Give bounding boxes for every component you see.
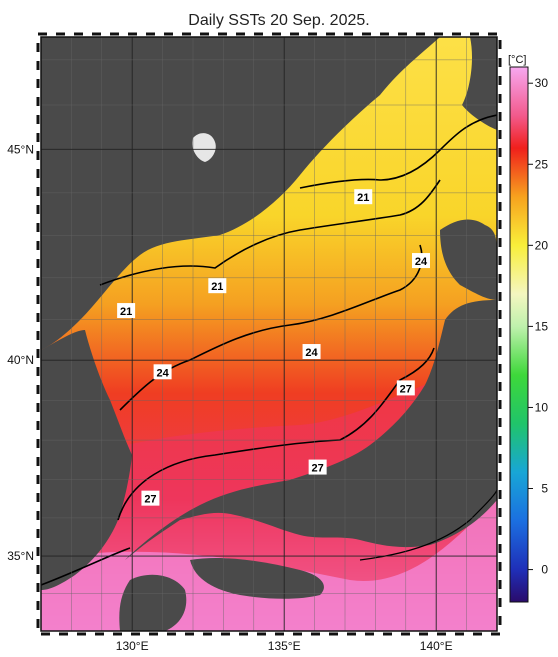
contour-label-box	[354, 189, 373, 205]
contour-label-text: 21	[211, 281, 223, 293]
colorbar: [°C] 30 25 20 15 10 5 0	[508, 54, 549, 603]
land-hokkaido	[440, 219, 497, 300]
land-korea	[41, 330, 132, 590]
contour-label-box	[117, 303, 136, 319]
map-title: Daily SSTs 20 Sep. 2025.	[188, 12, 370, 29]
lon-label: 135°E	[268, 639, 301, 653]
contour-label-box	[396, 380, 415, 396]
colorbar-gradient	[509, 66, 529, 603]
colorbar-tick-label: 15	[535, 319, 549, 333]
contour-label-box	[208, 278, 227, 294]
contour-label-text: 21	[357, 192, 369, 204]
colorbar-ticks: 30 25 20 15 10 5 0	[528, 76, 549, 577]
contour-label: 24	[153, 364, 172, 380]
contour-label-text: 27	[312, 463, 324, 475]
contour-27-south	[41, 547, 131, 586]
contour-label-text: 24	[305, 347, 318, 359]
longitude-labels: 130°E 135°E 140°E	[116, 639, 453, 653]
contour-label: 21	[117, 303, 136, 319]
colorbar-tick-label: 5	[541, 482, 548, 496]
contour-pacific	[359, 489, 497, 561]
map-frame-ticks	[36, 32, 502, 636]
contour-label: 21	[208, 278, 227, 294]
contour-label: 24	[412, 253, 430, 269]
contour-label-box	[141, 490, 160, 506]
contour-label-text: 24	[415, 256, 428, 268]
contour-label: 24	[302, 344, 321, 360]
contour-label: 27	[396, 380, 415, 396]
lon-label: 140°E	[420, 639, 453, 653]
contour-21	[99, 179, 441, 286]
land-sakhalin	[462, 37, 497, 130]
contour-label-box	[302, 344, 321, 360]
contour-label: 21	[354, 189, 373, 205]
contour-label: 27	[308, 459, 327, 475]
land-mainland-north	[41, 37, 440, 350]
lake-khanka	[192, 133, 216, 162]
colorbar-unit: [°C]	[508, 54, 526, 66]
land-honshu	[125, 300, 497, 560]
colorbar-tick-label: 10	[535, 400, 549, 414]
land-kyushu	[119, 574, 187, 631]
contour-label-box	[153, 364, 172, 380]
colorbar-tick-label: 20	[535, 238, 549, 252]
colorbar-tick-label: 25	[535, 157, 549, 171]
map-frame	[40, 36, 498, 632]
contour-label-box	[412, 253, 430, 269]
lon-label: 130°E	[116, 639, 149, 653]
contour-21-north	[299, 114, 497, 189]
contour-label-text: 27	[144, 494, 156, 506]
contour-label-box	[308, 459, 327, 475]
graticule	[41, 37, 497, 631]
lat-label: 35°N	[7, 549, 34, 563]
contour-label-text: 24	[156, 367, 169, 379]
lat-label: 40°N	[7, 353, 34, 367]
colorbar-tick-label: 0	[541, 563, 548, 577]
map-area: 21 21 21 24 24 24 27 27 27	[41, 37, 497, 631]
lat-label: 45°N	[7, 142, 34, 156]
contour-label-text: 27	[400, 383, 412, 395]
colorbar-tick-label: 30	[535, 76, 549, 90]
contour-label: 27	[141, 490, 160, 506]
contour-label-text: 21	[120, 306, 132, 318]
contour-labels: 21 21 21 24 24 24 27 27 27	[117, 189, 430, 506]
contour-27	[117, 347, 435, 521]
latitude-labels: 45°N 40°N 35°N	[7, 142, 34, 563]
